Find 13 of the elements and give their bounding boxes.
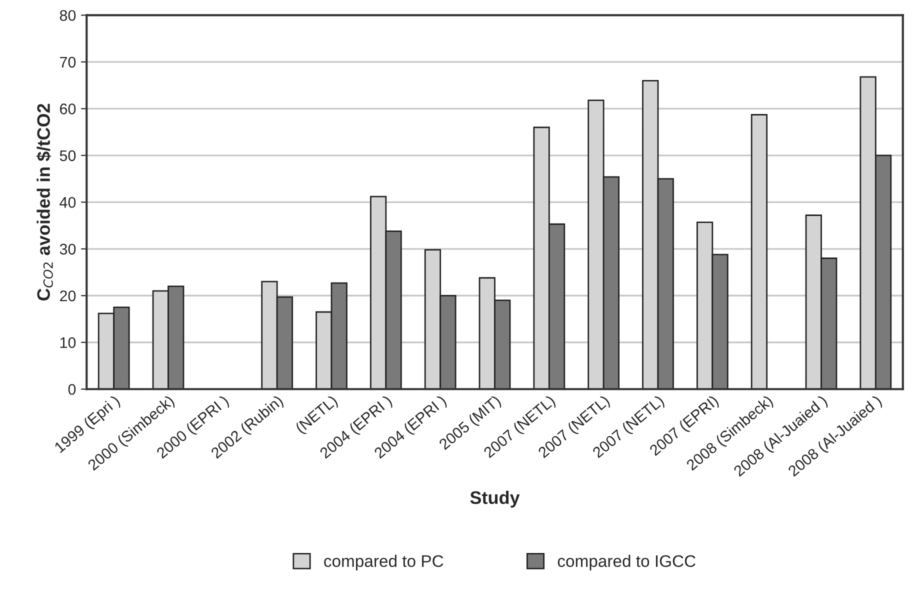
y-tick-label: 40	[60, 197, 76, 208]
legend-label: compared to IGCC	[558, 554, 696, 570]
legend-label: compared to PC	[324, 554, 444, 570]
y-tick-label: 50	[60, 150, 76, 162]
y-tick-label: 80	[60, 10, 76, 21]
y-tick-label: 20	[60, 290, 76, 302]
y-tick-label: 70	[60, 56, 76, 68]
y-tick-label: 10	[60, 337, 76, 348]
x-axis-title: Study	[470, 490, 520, 508]
y-tick-label: 0	[68, 384, 76, 395]
y-axis-title: C$_{CO2}$ avoided in $/tCO2	[36, 104, 53, 300]
y-tick-label: 30	[60, 244, 76, 255]
y-tick-label: 60	[60, 104, 76, 114]
